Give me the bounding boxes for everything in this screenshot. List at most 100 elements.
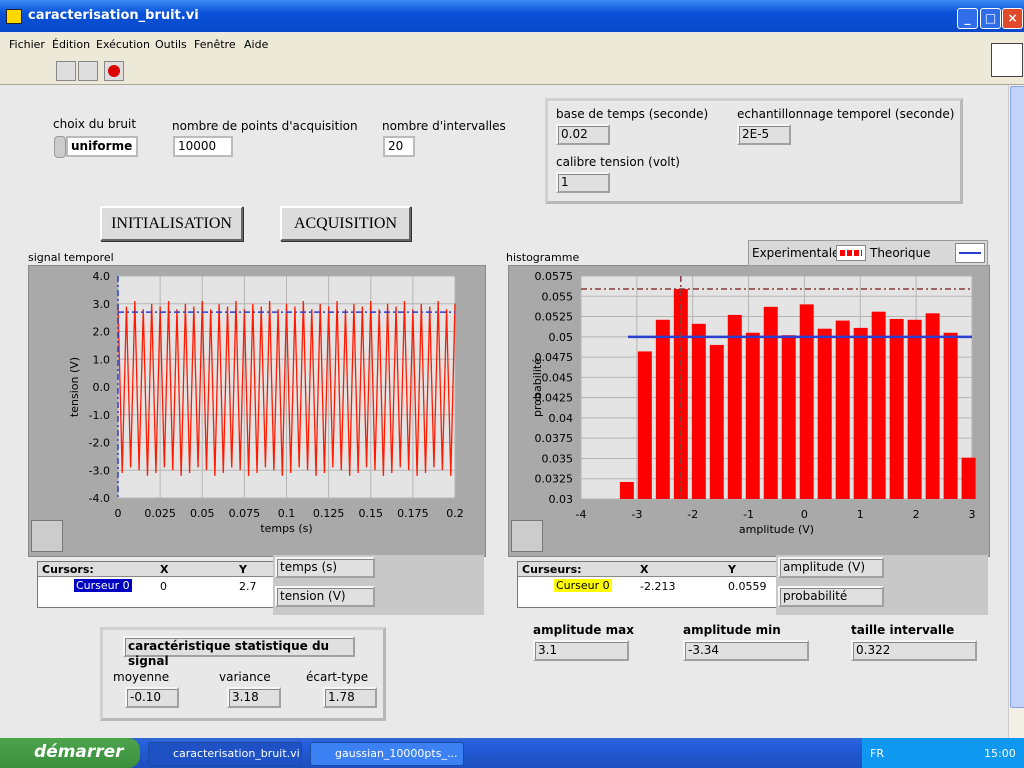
menu-item[interactable]: Fichier [9, 38, 45, 51]
menu-item[interactable]: Fenêtre [194, 38, 236, 51]
acquire-button[interactable]: ACQUISITION [280, 206, 411, 241]
x-tick-label: 0.175 [397, 507, 429, 520]
histogram-bar [871, 311, 886, 499]
graph-palette[interactable] [511, 520, 543, 552]
cursor-name[interactable]: Curseur 0 [74, 579, 132, 592]
y-tick-label: 0.035 [542, 452, 574, 465]
task-button[interactable]: gaussian_10000pts_... [310, 742, 464, 766]
x-tick-label: 1 [857, 508, 864, 521]
histogram-bar [925, 313, 940, 499]
histogram-bar [889, 318, 904, 499]
cursor-x: -2.213 [640, 580, 676, 593]
scale-name: amplitude (V) [778, 557, 884, 578]
x-tick-label: 0.075 [229, 507, 261, 520]
y-tick-label: 0.0325 [535, 473, 574, 486]
control-label: nombre de points d'acquisition [172, 119, 358, 133]
y-tick-label: 0.055 [542, 290, 574, 303]
x-tick-label: -4 [576, 508, 587, 521]
graph-label: histogramme [506, 251, 580, 264]
start-button[interactable]: démarrer [0, 738, 140, 768]
language: FR [870, 747, 884, 760]
abort-button[interactable] [104, 61, 124, 81]
scale-legend: amplitude (V) probabilité [776, 555, 988, 615]
scrollbar[interactable] [1008, 85, 1024, 738]
cursor-header: Y [728, 563, 736, 576]
cursor-header: X [160, 563, 169, 576]
y-tick-label: -4.0 [89, 492, 110, 505]
histogram-bar [745, 332, 760, 499]
histogram-bar [619, 481, 634, 499]
title-bar: caracterisation_bruit.vi _ □ × [0, 0, 1024, 32]
window-title: caracterisation_bruit.vi [28, 8, 199, 23]
y-tick-label: 3.0 [93, 298, 111, 311]
init-button[interactable]: INITIALISATION [100, 206, 243, 241]
indicator: 1 [556, 172, 610, 193]
indicator-label: base de temps (seconde) [556, 107, 709, 121]
indicator-label: calibre tension (volt) [556, 155, 680, 169]
system-tray: FR 15:00 [862, 738, 1024, 768]
run-continuous-button[interactable] [78, 61, 98, 81]
clock: 15:00 [984, 747, 1016, 760]
cursor-y: 2.7 [239, 580, 257, 593]
ring-control[interactable]: uniforme [66, 136, 138, 157]
cursor-header: Curseurs: [522, 563, 582, 576]
graph-palette[interactable] [31, 520, 63, 552]
y-tick-label: 0.0475 [535, 351, 574, 364]
x-tick-label: 0.15 [359, 507, 384, 520]
menu-item[interactable]: Outils [155, 38, 187, 51]
cursor-table: Curseurs: X Y Curseur 0 -2.213 0.0559 [517, 561, 777, 608]
cursor-y: 0.0559 [728, 580, 767, 593]
close-button[interactable]: × [1002, 8, 1023, 29]
histogram-bar [727, 314, 742, 499]
scale-name: tension (V) [275, 586, 375, 607]
menu-item[interactable]: Édition [52, 38, 91, 51]
y-tick-label: 0.0425 [535, 392, 574, 405]
maximize-button[interactable]: □ [980, 8, 1001, 29]
histogram-bar [961, 457, 976, 499]
y-tick-label: 0.0375 [535, 432, 574, 445]
indicator: -3.34 [683, 640, 809, 661]
indicator-label: amplitude min [683, 623, 781, 637]
y-tick-label: 0.0 [93, 381, 111, 394]
histogram-bar [907, 319, 922, 499]
minimize-button[interactable]: _ [957, 8, 978, 29]
numeric-control[interactable]: 20 [383, 136, 415, 157]
run-button[interactable] [56, 61, 76, 81]
scale-legend: temps (s) tension (V) [273, 555, 484, 615]
histogram-bar [817, 328, 832, 499]
cursor-name[interactable]: Curseur 0 [554, 579, 612, 592]
legend: Experimentale Theorique [748, 240, 988, 266]
numeric-control[interactable]: 10000 [173, 136, 233, 157]
x-tick-label: 0.125 [313, 507, 345, 520]
histogram-bar [799, 304, 814, 499]
indicator-label: écart-type [306, 670, 369, 684]
cursor-header: Cursors: [42, 563, 94, 576]
x-tick-label: -1 [743, 508, 754, 521]
y-tick-label: 0.05 [549, 331, 574, 344]
menu-item[interactable]: Exécution [96, 38, 150, 51]
menu-item[interactable]: Aide [244, 38, 269, 51]
acquisition-group [545, 98, 963, 204]
y-tick-label: -3.0 [89, 464, 110, 477]
y-axis-label: tension (V) [68, 357, 81, 417]
control-label: nombre d'intervalles [382, 119, 506, 133]
x-tick-label: 0 [801, 508, 808, 521]
cursor-header: Y [239, 563, 247, 576]
control-label: choix du bruit [53, 117, 137, 131]
cursor-table: Cursors: X Y Curseur 0 0 2.7 [37, 561, 274, 608]
cursor-header: X [640, 563, 649, 576]
plots: 4.0 3.0 2.0 1.0 0.0 -1.0 -2.0 -3.0 -4.0 0 0.025 0.0… [68, 270, 976, 536]
graph-label: signal temporel [28, 251, 114, 264]
histogram-bar [709, 344, 724, 499]
histogram-bar [637, 351, 652, 499]
task-button[interactable]: caracterisation_bruit.vi [148, 742, 302, 766]
legend-swatch [955, 243, 985, 263]
x-axis-label: temps (s) [260, 522, 312, 535]
legend-swatch [836, 245, 866, 261]
scale-name: temps (s) [275, 557, 375, 578]
indicator-label: taille intervalle [851, 623, 955, 637]
y-tick-label: 0.0525 [535, 311, 574, 324]
ring-arrows[interactable] [54, 136, 66, 158]
scale-name: probabilité [778, 586, 884, 607]
